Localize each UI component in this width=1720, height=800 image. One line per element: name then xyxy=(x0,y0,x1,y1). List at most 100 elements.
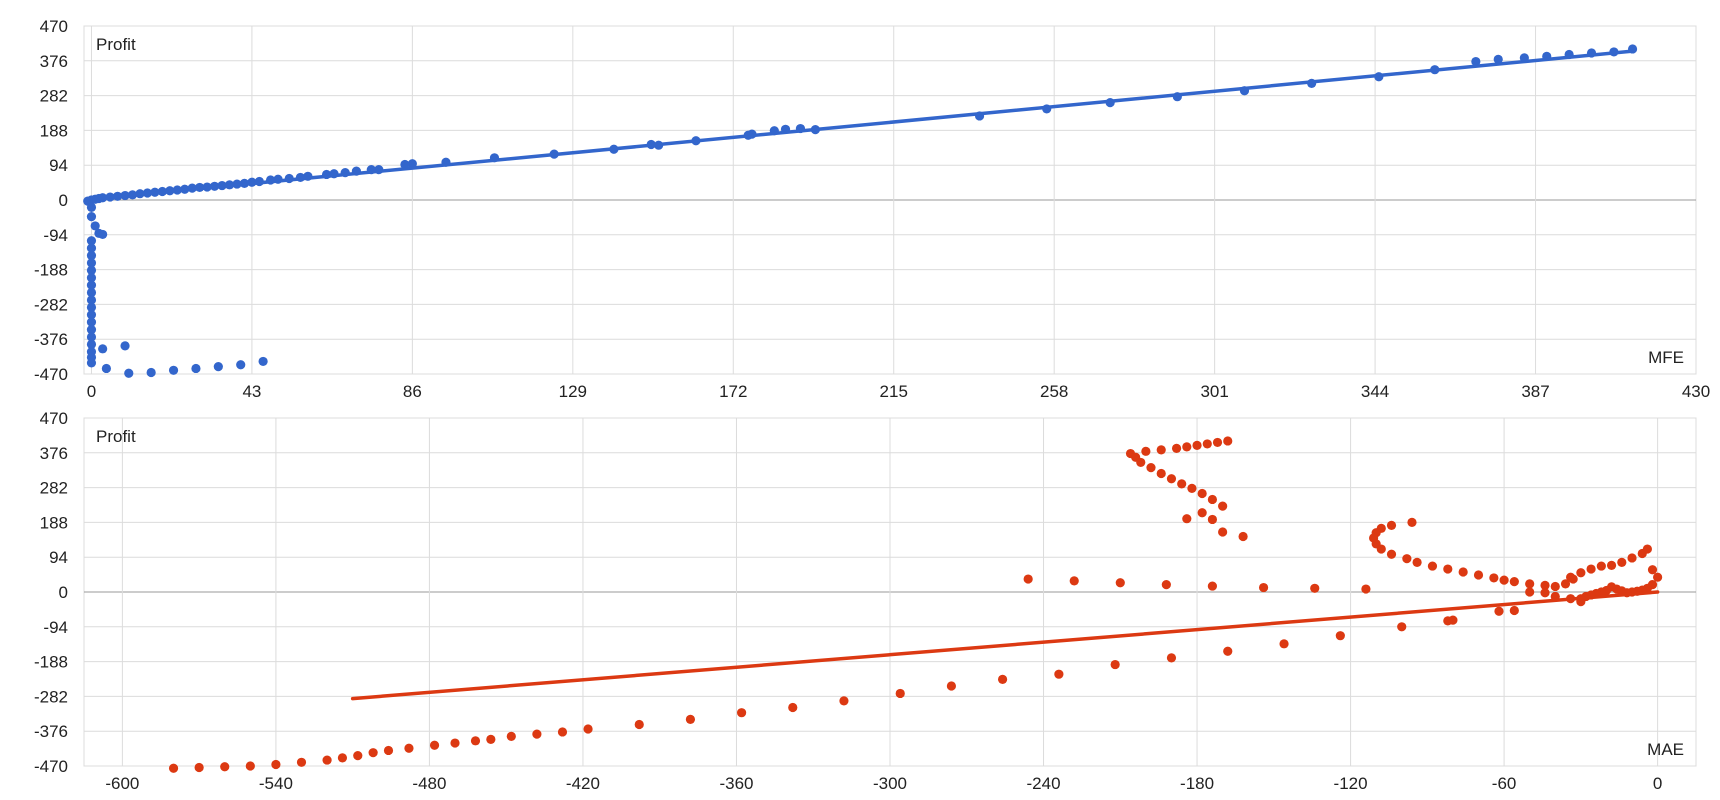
data-point xyxy=(1509,577,1519,587)
y-tick-label: 282 xyxy=(40,87,68,106)
data-point xyxy=(86,310,97,320)
data-point xyxy=(1566,572,1576,582)
data-point xyxy=(86,273,97,283)
data-point xyxy=(1627,553,1637,563)
data-point xyxy=(1443,616,1453,626)
data-point xyxy=(90,221,100,231)
data-point xyxy=(685,714,696,724)
data-point xyxy=(86,287,97,298)
y-tick-label: 188 xyxy=(40,513,68,532)
data-point xyxy=(191,363,201,374)
data-point xyxy=(98,229,108,240)
data-point xyxy=(1212,437,1223,448)
data-point xyxy=(1156,445,1166,455)
y-tick-label: 376 xyxy=(40,52,68,71)
mfe-chart-y-label: Profit xyxy=(96,35,136,54)
data-point xyxy=(1166,653,1177,663)
data-point xyxy=(1177,479,1187,489)
data-point xyxy=(86,236,97,246)
data-point xyxy=(86,243,97,253)
data-point xyxy=(86,258,97,268)
data-point xyxy=(220,762,230,772)
data-point xyxy=(1493,54,1503,64)
x-tick-label: -120 xyxy=(1334,774,1368,793)
data-point xyxy=(1473,570,1484,580)
data-point xyxy=(86,339,97,349)
mfe-profit-chart: 470 376 282 188 94 0 -94 -188 -282 -376 -470 0 43 86 1… xyxy=(34,17,1710,401)
y-tick-label: -282 xyxy=(34,295,68,314)
x-tick-label: 172 xyxy=(719,382,747,401)
y-tick-label: -94 xyxy=(43,226,68,245)
data-point xyxy=(450,738,460,748)
data-point xyxy=(634,719,644,730)
data-point xyxy=(1540,588,1550,598)
data-point xyxy=(124,368,134,378)
data-point xyxy=(1550,581,1560,592)
data-point xyxy=(213,361,223,372)
trendline xyxy=(89,49,1635,201)
data-point xyxy=(1310,583,1320,593)
data-point xyxy=(839,696,849,706)
data-point xyxy=(1596,561,1606,571)
data-point xyxy=(470,736,481,746)
data-point xyxy=(1586,564,1596,574)
data-point xyxy=(946,681,957,691)
data-point xyxy=(1110,659,1120,670)
data-point xyxy=(258,356,268,367)
data-point xyxy=(532,729,542,739)
data-point xyxy=(736,708,747,718)
data-point xyxy=(1397,622,1407,632)
x-tick-label: 43 xyxy=(242,382,261,401)
y-tick-label: -188 xyxy=(34,653,68,672)
data-point xyxy=(895,688,905,699)
data-point xyxy=(1407,517,1417,528)
data-point xyxy=(1279,639,1289,649)
data-point xyxy=(1560,579,1571,589)
y-tick-label: -188 xyxy=(34,261,68,280)
data-point xyxy=(1238,531,1248,542)
data-point xyxy=(1494,606,1504,616)
data-point xyxy=(1509,605,1519,616)
data-point xyxy=(400,159,410,170)
data-point xyxy=(86,324,97,335)
data-point xyxy=(1166,474,1177,484)
data-point xyxy=(1489,573,1499,583)
data-point xyxy=(146,367,156,378)
data-point xyxy=(1361,584,1371,594)
data-point xyxy=(1653,572,1663,582)
x-tick-label: 430 xyxy=(1682,382,1710,401)
x-tick-label: -240 xyxy=(1027,774,1061,793)
data-point xyxy=(788,702,798,713)
data-point xyxy=(86,250,97,261)
data-point xyxy=(101,363,111,374)
data-point xyxy=(86,302,97,312)
data-point xyxy=(1525,579,1535,589)
data-point xyxy=(1171,443,1182,453)
data-point xyxy=(1376,544,1386,554)
y-tick-label: 0 xyxy=(59,191,68,210)
data-point xyxy=(1443,564,1453,574)
mae-chart-y-label: Profit xyxy=(96,427,136,446)
data-point xyxy=(168,763,179,773)
data-point xyxy=(506,731,516,741)
data-point xyxy=(1115,578,1125,588)
x-tick-label: 258 xyxy=(1040,382,1068,401)
data-point xyxy=(1386,549,1397,559)
y-tick-label: -470 xyxy=(34,757,68,776)
data-point xyxy=(1617,557,1627,567)
data-point xyxy=(583,724,593,734)
data-point xyxy=(429,740,440,750)
x-tick-label: -480 xyxy=(412,774,446,793)
data-point xyxy=(337,753,348,763)
x-tick-label: -300 xyxy=(873,774,907,793)
data-point xyxy=(236,360,246,370)
data-point xyxy=(1458,567,1468,577)
data-point xyxy=(98,344,108,354)
y-tick-label: 94 xyxy=(49,156,68,175)
data-point xyxy=(1136,457,1146,468)
data-point xyxy=(86,202,97,213)
x-tick-label: 344 xyxy=(1361,382,1389,401)
data-point xyxy=(1054,669,1064,679)
